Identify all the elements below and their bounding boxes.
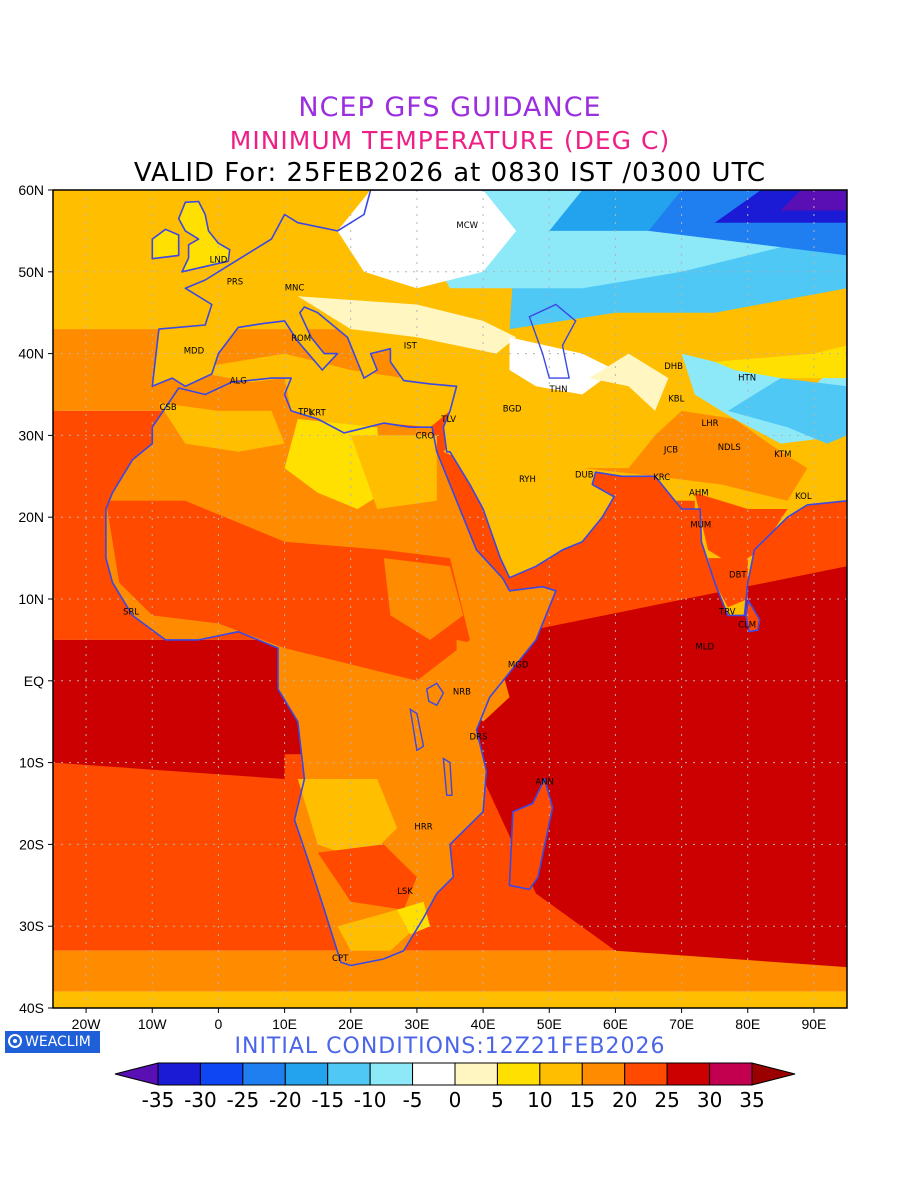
lon-tick-label: 10E [272,1016,297,1032]
lon-tick-label: 0 [215,1016,223,1032]
lon-tick-label: 60E [603,1016,628,1032]
lat-tick-label: 30S [19,918,44,934]
lat-tick-label: 40N [18,346,44,362]
lat-tick-label: 20N [18,509,44,525]
city-label-mcw: MCW [456,221,478,231]
city-label-kbl: KBL [668,395,684,405]
lon-tick-label: 10W [138,1016,168,1032]
city-label-drs: DRS [470,732,488,742]
city-label-mum: MUM [690,521,711,531]
city-label-htn: HTN [738,373,756,383]
lon-tick-label: 50E [537,1016,562,1032]
city-label-dhb: DHB [664,362,683,372]
city-label-bgd: BGD [503,404,522,414]
city-label-lsk: LSK [397,887,413,897]
city-label-tpl: TPL [297,408,313,418]
city-label-ann: ANN [535,777,554,787]
lon-tick-label: 80E [735,1016,760,1032]
city-label-alg: ALG [230,377,247,387]
city-label-dbt: DBT [729,570,747,580]
lon-tick-label: 20W [72,1016,102,1032]
lat-tick-label: 50N [18,264,44,280]
city-label-cro: CRO [416,431,435,441]
city-label-rom: ROM [291,334,311,344]
initial-conditions: INITIAL CONDITIONS:12Z21FEB2026 [234,1034,666,1059]
lat-tick-label: 10N [18,591,44,607]
lat-tick-label: 20S [19,836,44,852]
city-label-krc: KRC [653,473,670,483]
city-label-clm: CLM [738,620,756,630]
valid-time: VALID For: 25FEB2026 at 0830 IST /0300 U… [133,158,767,188]
city-label-lnd: LND [210,256,228,266]
lat-tick-label: 40S [19,1000,44,1016]
city-label-trv: TRV [718,607,736,617]
city-label-thn: THN [549,385,568,395]
city-label-ist: IST [404,341,418,351]
weaclim-badge: WEACLIM [5,1031,100,1053]
city-label-csb: CSB [160,403,177,413]
city-label-dub: DUB [575,471,594,481]
lon-tick-label: 90E [801,1016,826,1032]
city-label-ndls: NDLS [718,443,741,453]
globe-icon [8,1034,22,1048]
city-label-lhr: LHR [702,419,719,429]
city-label-kol: KOL [795,492,812,502]
city-label-mgd: MGD [508,660,529,670]
lon-tick-label: 30E [404,1016,429,1032]
city-label-mld: MLD [695,642,714,652]
chart-subtitle: MINIMUM TEMPERATURE (DEG C) [229,126,671,155]
city-label-hrr: HRR [414,822,432,832]
coastlines [105,190,847,967]
temperature-field [53,190,847,1008]
city-label-cpt: CPT [332,954,349,964]
city-label-ahm: AHM [689,489,709,499]
city-label-srl: SRL [123,607,139,617]
city-label-ktm: KTM [774,450,791,460]
lon-tick-label: 20E [338,1016,363,1032]
weaclim-label: WEACLIM [25,1034,91,1050]
city-label-jcb: JCB [663,445,678,455]
lat-tick-label: 60N [18,182,44,198]
lon-tick-label: 70E [669,1016,694,1032]
city-label-mnc: MNC [285,283,305,293]
lat-tick-label: 10S [19,755,44,771]
city-label-mdd: MDD [184,346,205,356]
lon-tick-label: 40E [471,1016,496,1032]
lat-tick-label: 30N [18,427,44,443]
city-label-tlv: TLV [440,415,456,425]
city-label-ryh: RYH [519,475,536,485]
chart-title: NCEP GFS GUIDANCE [298,92,602,123]
lat-tick-label: EQ [24,673,44,689]
city-label-nrb: NRB [453,687,471,697]
city-label-prs: PRS [227,278,243,288]
city-label-krt: KRT [310,408,327,418]
graticule [53,190,847,1008]
